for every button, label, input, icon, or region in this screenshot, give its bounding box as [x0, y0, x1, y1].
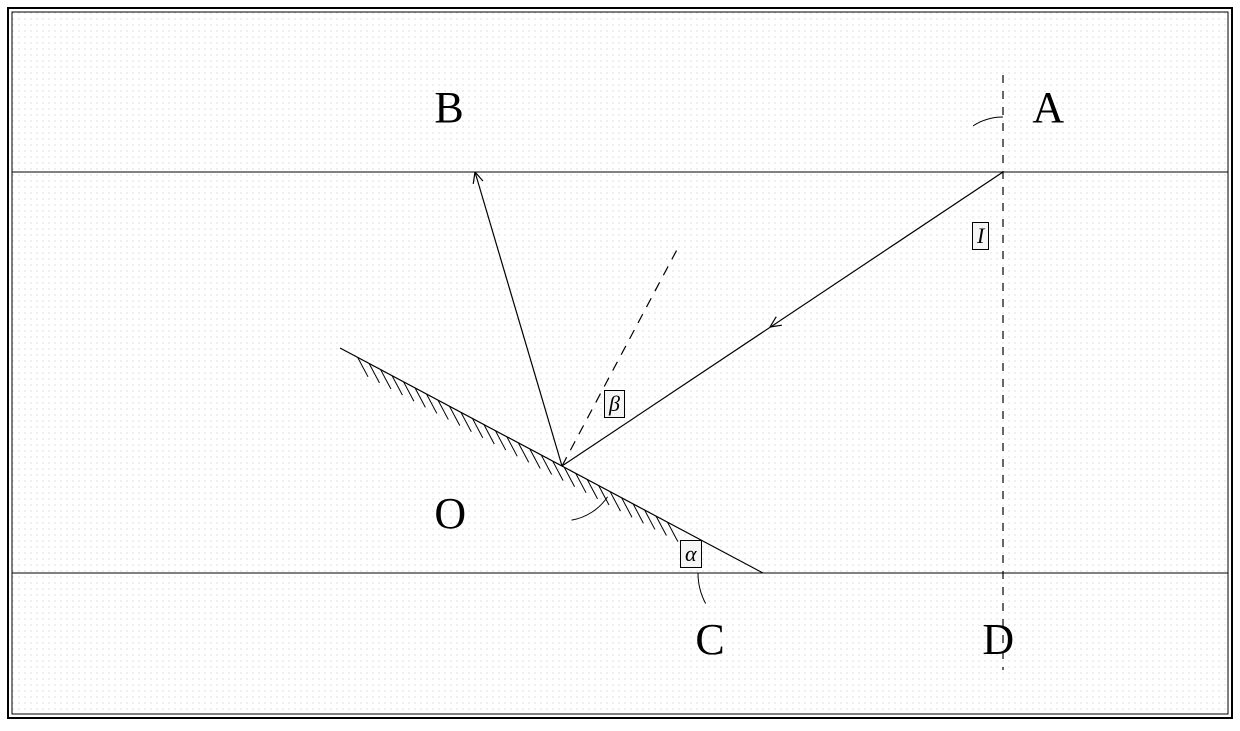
- label-A: A: [1032, 82, 1064, 133]
- angle-label-I: I: [972, 222, 989, 250]
- label-B: B: [434, 82, 463, 133]
- angle-label-beta: β: [604, 390, 625, 418]
- label-D: D: [982, 614, 1014, 665]
- angle-label-alpha: α: [680, 540, 702, 568]
- label-O: O: [434, 488, 466, 539]
- label-C: C: [695, 614, 724, 665]
